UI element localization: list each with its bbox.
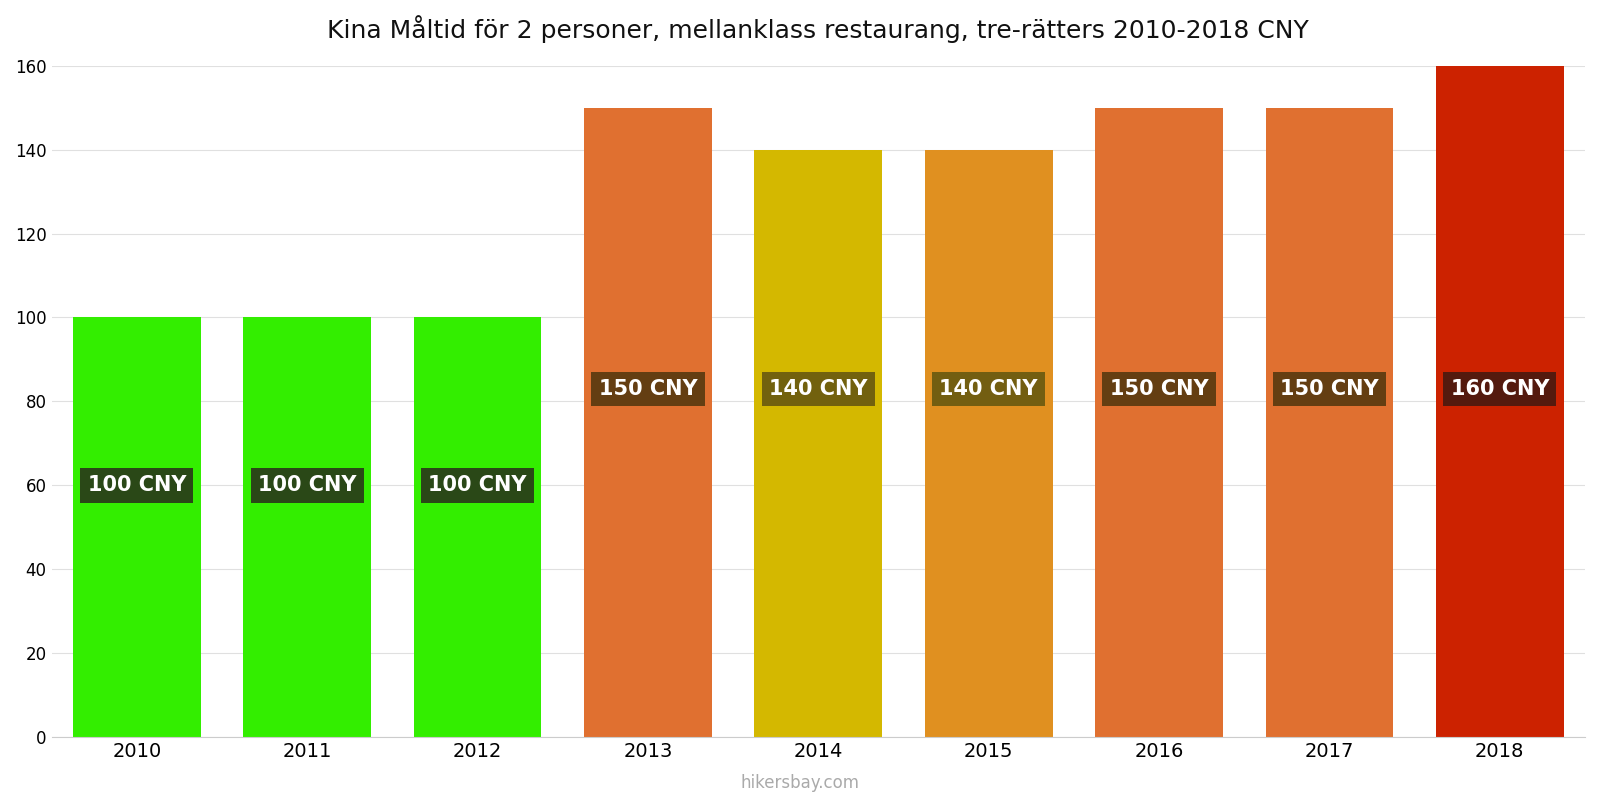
Text: hikersbay.com: hikersbay.com xyxy=(741,774,859,792)
Text: 100 CNY: 100 CNY xyxy=(429,475,526,495)
Text: 160 CNY: 160 CNY xyxy=(1451,379,1549,399)
Bar xyxy=(925,150,1053,737)
Bar xyxy=(584,108,712,737)
Text: 150 CNY: 150 CNY xyxy=(598,379,698,399)
Bar xyxy=(74,318,200,737)
Text: 150 CNY: 150 CNY xyxy=(1110,379,1208,399)
Bar xyxy=(755,150,882,737)
Text: 100 CNY: 100 CNY xyxy=(88,475,186,495)
Text: 100 CNY: 100 CNY xyxy=(258,475,357,495)
Bar xyxy=(1435,66,1563,737)
Bar xyxy=(1266,108,1394,737)
Text: 140 CNY: 140 CNY xyxy=(770,379,867,399)
Bar xyxy=(414,318,541,737)
Text: 140 CNY: 140 CNY xyxy=(939,379,1038,399)
Bar xyxy=(1094,108,1222,737)
Title: Kina Måltid för 2 personer, mellanklass restaurang, tre-rätters 2010-2018 CNY: Kina Måltid för 2 personer, mellanklass … xyxy=(328,15,1309,43)
Bar xyxy=(243,318,371,737)
Text: 150 CNY: 150 CNY xyxy=(1280,379,1379,399)
